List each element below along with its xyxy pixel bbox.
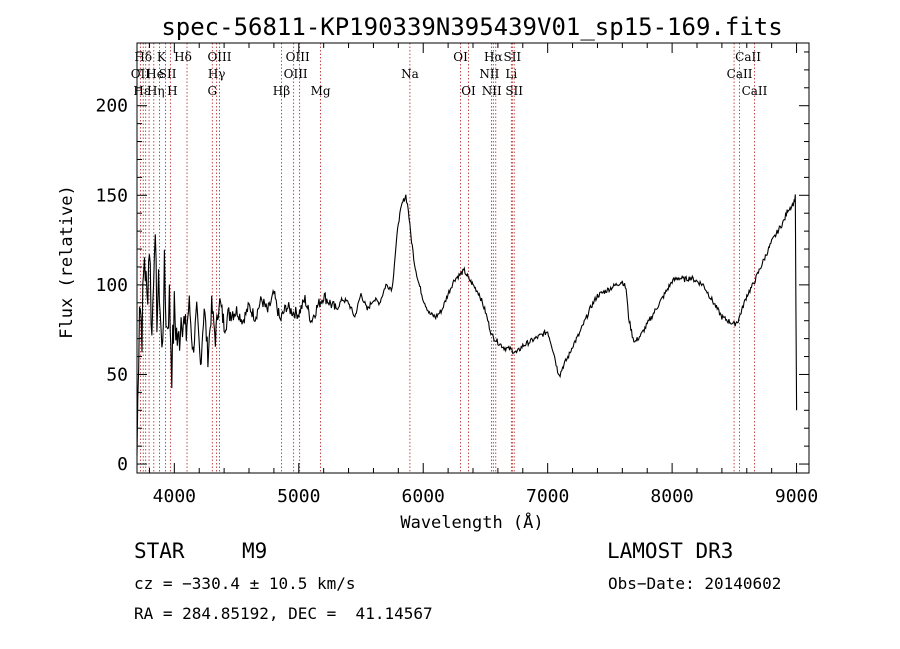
x-tick-label: 7000 [526, 486, 569, 507]
line-label: Hδ [134, 50, 152, 64]
line-label: Hη [147, 84, 165, 98]
line-label: OI [461, 84, 476, 98]
survey-name: LAMOST DR3 [607, 539, 734, 563]
coordinates: RA = 284.85192, DEC = 41.14567 [134, 604, 433, 623]
x-tick-label: 6000 [402, 486, 445, 507]
line-label: Hγ [208, 67, 226, 81]
line-label: Mg [311, 84, 331, 98]
y-tick-label: 150 [95, 185, 128, 206]
line-label: CaII [727, 67, 753, 81]
line-label: SII [503, 50, 521, 64]
y-tick-label: 100 [95, 275, 128, 296]
x-axis-label: Wavelength (Å) [400, 511, 543, 533]
line-label: OI [453, 50, 468, 64]
line-label: Na [401, 67, 419, 81]
line-markers [139, 43, 755, 473]
line-label: OIII [207, 50, 231, 64]
chart-title: spec-56811-KP190339N395439V01_sp15-169.f… [161, 13, 782, 41]
line-label: Li [505, 67, 517, 81]
line-label: CaII [742, 84, 768, 98]
y-tick-label: 0 [117, 454, 128, 475]
line-label: OIII [286, 50, 310, 64]
line-label: NII [479, 67, 499, 81]
x-tick-label: 4000 [153, 486, 196, 507]
plot-frame [136, 42, 810, 474]
y-tick-label: 200 [95, 96, 128, 117]
star-subclass: M9 [242, 539, 268, 563]
x-tick-label: 5000 [277, 486, 320, 507]
line-label: OIII [284, 67, 308, 81]
line-label: NII [482, 84, 502, 98]
y-axis-label: Flux (relative) [57, 185, 77, 339]
y-tick-label: 50 [106, 364, 128, 385]
y-axis: 0 50 100 150 200 [95, 51, 809, 475]
x-tick-label: 9000 [775, 486, 818, 507]
line-label: He [146, 67, 164, 81]
line-label: K [157, 50, 167, 64]
line-label: OII [131, 67, 151, 81]
obs-date: Obs−Date: 20140602 [608, 574, 782, 593]
line-label: G [207, 84, 217, 98]
line-label: H [167, 84, 177, 98]
line-label: SII [505, 84, 523, 98]
x-tick-label: 8000 [650, 486, 693, 507]
flux-line [136, 194, 798, 456]
x-axis: 4000 5000 6000 7000 8000 9000 [148, 43, 818, 507]
line-label: CaII [735, 50, 761, 64]
star-class: STAR [134, 539, 185, 563]
line-label: Hδ [174, 50, 192, 64]
redshift-cz: cz = −330.4 ± 10.5 km/s [134, 574, 356, 593]
line-label: Hβ [273, 84, 290, 98]
line-label: SII [159, 67, 177, 81]
line-label: Hα [484, 50, 503, 64]
